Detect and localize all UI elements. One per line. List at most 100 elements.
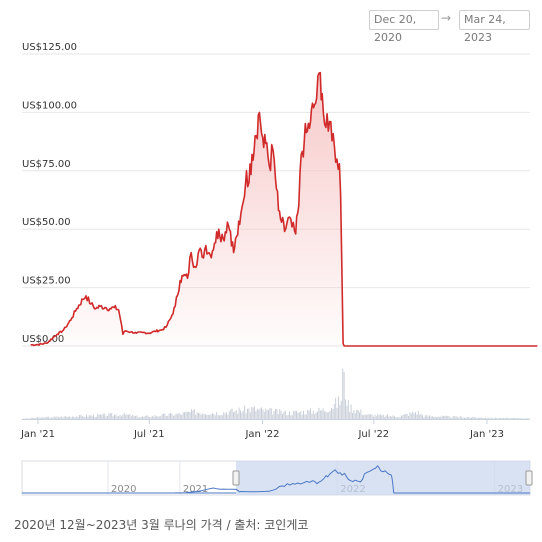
volume-bar	[277, 413, 279, 419]
volume-bar	[146, 415, 148, 419]
volume-bar	[367, 414, 369, 419]
volume-bar	[343, 371, 345, 419]
volume-bar	[254, 406, 255, 419]
volume-bar	[287, 414, 289, 419]
volume-bar	[226, 412, 227, 419]
navigator-handle[interactable]	[232, 470, 240, 486]
volume-bar	[515, 418, 517, 419]
volume-bar	[238, 407, 240, 419]
volume-bar	[122, 414, 124, 419]
volume-bar	[325, 411, 327, 419]
volume-bar	[261, 407, 262, 419]
volume-bar	[118, 415, 120, 419]
volume-bar	[298, 412, 300, 419]
volume-bar	[508, 418, 510, 419]
volume-bar	[34, 418, 36, 419]
volume-bar	[39, 417, 41, 419]
navigator-handle[interactable]	[525, 470, 533, 486]
volume-bar	[291, 415, 293, 419]
volume-bar	[90, 415, 92, 419]
volume-bar	[301, 414, 303, 419]
volume-bar	[482, 418, 484, 419]
volume-bar	[151, 415, 153, 419]
volume-bar	[245, 413, 247, 419]
volume-bar	[73, 416, 75, 419]
volume-bar	[319, 410, 321, 419]
volume-bar	[436, 417, 437, 419]
range-start-input[interactable]: Dec 20, 2020	[369, 10, 439, 44]
volume-bar	[221, 415, 223, 419]
volume-bar	[116, 416, 118, 419]
volume-bar	[422, 415, 423, 419]
volume-bar	[387, 414, 388, 419]
volume-bar	[80, 414, 82, 419]
figure-caption: 2020년 12월~2023년 3월 루나의 가격 / 출처: 코인게코	[14, 518, 309, 532]
volume-bar	[111, 413, 113, 419]
volume-bar	[499, 418, 500, 419]
volume-bar	[212, 413, 213, 419]
volume-bar	[480, 417, 482, 419]
volume-bar	[513, 417, 514, 419]
volume-bar	[101, 414, 103, 419]
volume-bar	[154, 415, 156, 419]
volume-bar	[492, 418, 493, 419]
volume-bar	[28, 418, 30, 419]
volume-bar	[368, 414, 370, 419]
volume-bar	[307, 409, 309, 419]
volume-bar	[35, 417, 37, 419]
volume-bar	[147, 415, 149, 419]
volume-bar	[445, 415, 447, 419]
volume-bar	[469, 417, 471, 419]
volume-bar	[389, 416, 391, 419]
volume-bar	[331, 408, 332, 419]
volume-bar	[150, 417, 152, 419]
volume-bar	[279, 409, 281, 419]
volume-bar	[161, 414, 163, 419]
volume-bar	[303, 410, 304, 419]
volume-bar	[349, 412, 351, 419]
volume-bar	[59, 417, 61, 419]
volume-bar	[416, 414, 418, 419]
volume-bar	[135, 415, 136, 419]
volume-bar	[67, 417, 69, 419]
volume-bar	[55, 416, 57, 419]
volume-bar	[413, 413, 415, 419]
volume-bar	[153, 416, 155, 419]
navigator-line	[22, 465, 530, 494]
price-line	[30, 71, 538, 347]
volume-bar	[501, 418, 503, 419]
volume-bar	[88, 415, 90, 419]
volume-bar	[433, 417, 435, 419]
range-arrow-icon: →	[441, 11, 452, 25]
volume-bar	[315, 412, 317, 419]
volume-bar	[462, 417, 464, 419]
volume-bar	[249, 412, 251, 419]
volume-bar	[459, 416, 461, 419]
volume-bar	[357, 410, 359, 419]
volume-bar	[457, 417, 458, 419]
volume-bar	[475, 417, 477, 419]
volume-bar	[217, 415, 219, 419]
volume-bar	[450, 417, 451, 419]
volume-bar	[115, 414, 117, 419]
volume-bar	[308, 410, 310, 419]
volume-bar	[361, 414, 363, 419]
volume-bar	[163, 413, 164, 419]
range-end-input[interactable]: Mar 24, 2023	[459, 10, 530, 44]
volume-bar	[74, 417, 76, 419]
volume-bar	[227, 414, 229, 419]
volume-bar	[45, 416, 47, 419]
volume-bar	[494, 417, 496, 419]
volume-bar	[100, 414, 101, 419]
volume-bar	[41, 417, 43, 419]
volume-bar	[114, 414, 115, 419]
volume-bar	[448, 415, 450, 419]
volume-bar	[83, 416, 85, 419]
volume-bar	[476, 418, 478, 419]
volume-bar	[119, 414, 121, 419]
volume-bar	[464, 417, 465, 419]
volume-bar	[70, 417, 72, 419]
volume-bar	[401, 415, 402, 419]
volume-bar	[518, 418, 520, 419]
volume-bar	[86, 414, 87, 419]
